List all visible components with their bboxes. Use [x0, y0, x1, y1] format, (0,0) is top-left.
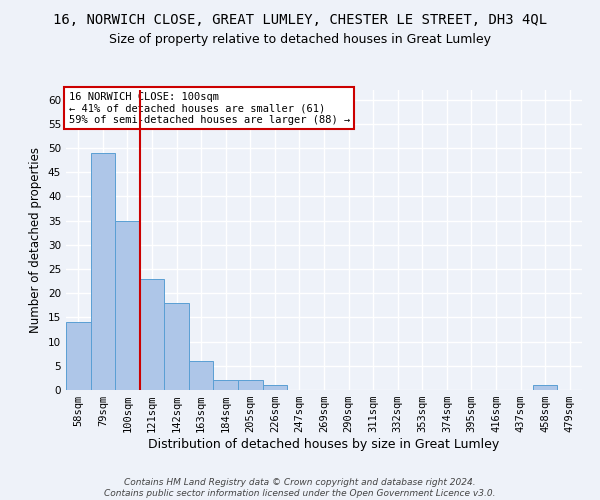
Bar — [238, 380, 263, 390]
Bar — [263, 385, 287, 390]
Bar — [164, 303, 189, 390]
Y-axis label: Number of detached properties: Number of detached properties — [29, 147, 43, 333]
Bar — [115, 220, 140, 390]
X-axis label: Distribution of detached houses by size in Great Lumley: Distribution of detached houses by size … — [148, 438, 500, 451]
Bar — [533, 385, 557, 390]
Bar — [140, 278, 164, 390]
Bar — [66, 322, 91, 390]
Text: Size of property relative to detached houses in Great Lumley: Size of property relative to detached ho… — [109, 32, 491, 46]
Bar — [91, 153, 115, 390]
Bar — [189, 361, 214, 390]
Text: Contains HM Land Registry data © Crown copyright and database right 2024.
Contai: Contains HM Land Registry data © Crown c… — [104, 478, 496, 498]
Text: 16 NORWICH CLOSE: 100sqm
← 41% of detached houses are smaller (61)
59% of semi-d: 16 NORWICH CLOSE: 100sqm ← 41% of detach… — [68, 92, 350, 124]
Bar — [214, 380, 238, 390]
Text: 16, NORWICH CLOSE, GREAT LUMLEY, CHESTER LE STREET, DH3 4QL: 16, NORWICH CLOSE, GREAT LUMLEY, CHESTER… — [53, 12, 547, 26]
